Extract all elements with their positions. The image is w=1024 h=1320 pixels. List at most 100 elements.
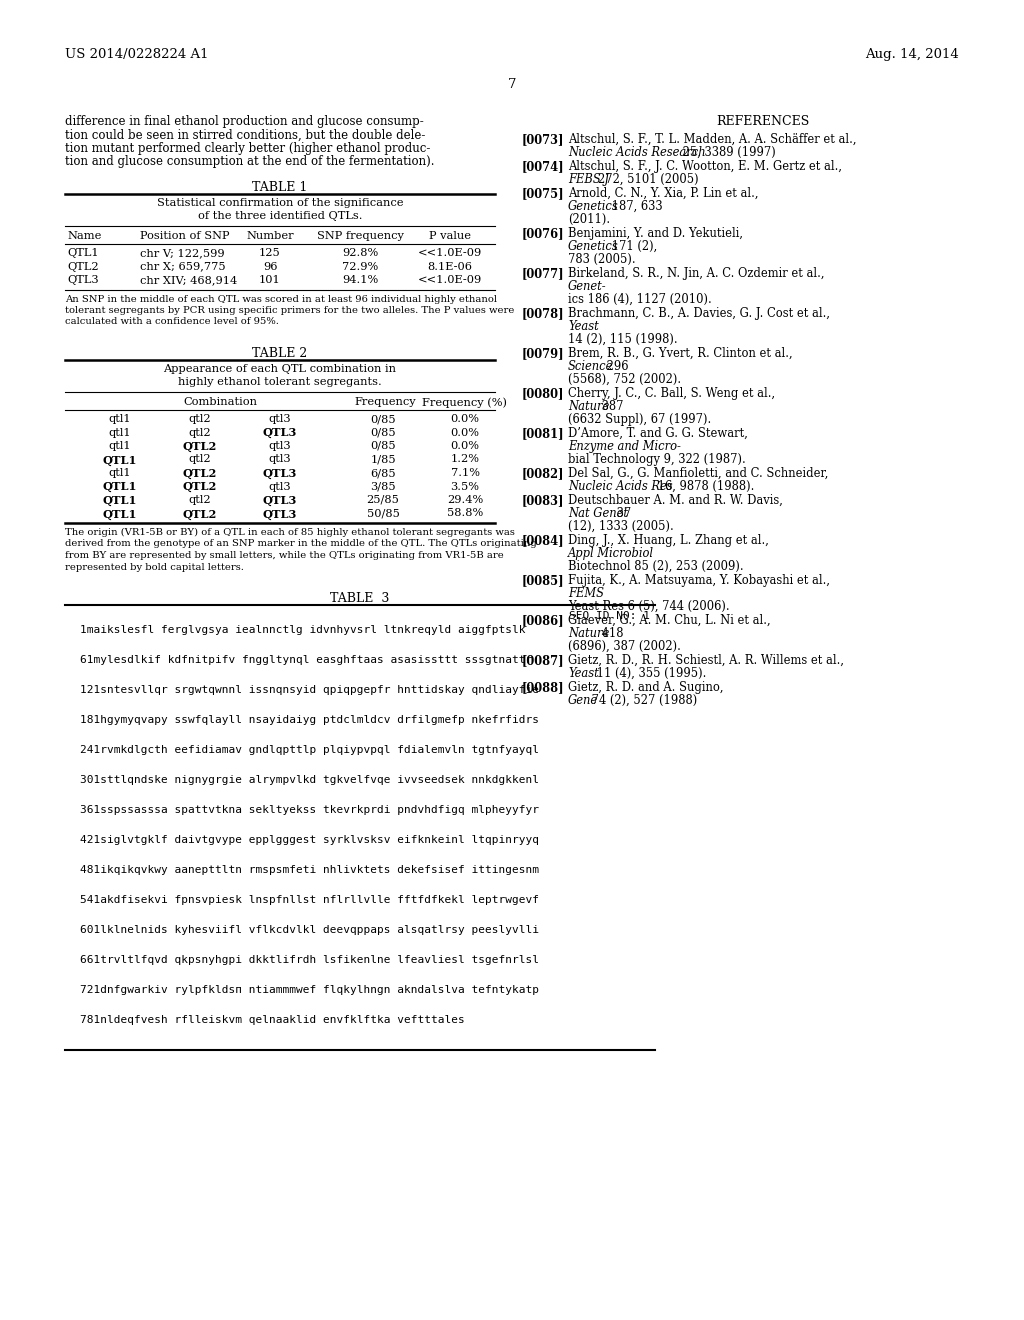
Text: Ding, J., X. Huang, L. Zhang et al.,: Ding, J., X. Huang, L. Zhang et al., — [568, 535, 772, 546]
Text: QTL3: QTL3 — [67, 275, 98, 285]
Text: [0082]: [0082] — [522, 467, 564, 480]
Text: qtl1: qtl1 — [109, 469, 131, 478]
Text: 61mylesdlkif kdfnitpifv fnggltynql easghftaas asasissttt sssgtnattr: 61mylesdlkif kdfnitpifv fnggltynql easgh… — [80, 655, 532, 665]
Text: chr XIV; 468,914: chr XIV; 468,914 — [140, 275, 238, 285]
Text: Gietz, R. D. and A. Sugino,: Gietz, R. D. and A. Sugino, — [568, 681, 727, 694]
Text: 272, 5101 (2005): 272, 5101 (2005) — [598, 173, 699, 186]
Text: Del Sal, G., G. Manfioletti, and C. Schneider,: Del Sal, G., G. Manfioletti, and C. Schn… — [568, 467, 828, 480]
Text: [0085]: [0085] — [522, 574, 564, 587]
Text: QTL1: QTL1 — [102, 482, 137, 492]
Text: 783 (2005).: 783 (2005). — [568, 253, 636, 267]
Text: Birkeland, S. R., N. Jin, A. C. Ozdemir et al.,: Birkeland, S. R., N. Jin, A. C. Ozdemir … — [568, 267, 828, 280]
Text: Benjamini, Y. and D. Yekutieli,: Benjamini, Y. and D. Yekutieli, — [568, 227, 746, 240]
Text: QTL1: QTL1 — [102, 454, 137, 466]
Text: Appearance of each QTL combination in: Appearance of each QTL combination in — [164, 364, 396, 374]
Text: FEMS: FEMS — [568, 587, 604, 601]
Text: 125: 125 — [259, 248, 281, 257]
Text: 25, 3389 (1997): 25, 3389 (1997) — [679, 147, 776, 158]
Text: Nat Genet: Nat Genet — [568, 507, 628, 520]
Text: QTL2: QTL2 — [183, 469, 217, 479]
Text: Combination: Combination — [183, 397, 257, 407]
Text: chr V; 122,599: chr V; 122,599 — [140, 248, 224, 257]
Text: 6/85: 6/85 — [371, 469, 396, 478]
Text: qtl3: qtl3 — [268, 414, 291, 424]
Text: 37: 37 — [613, 507, 632, 520]
Text: Altschul, S. F., T. L. Madden, A. A. Schäffer et al.,: Altschul, S. F., T. L. Madden, A. A. Sch… — [568, 133, 856, 147]
Text: 181hgymyqvapy sswfqlayll nsayidaiyg ptdclmldcv drfilgmefp nkefrfidrs: 181hgymyqvapy sswfqlayll nsayidaiyg ptdc… — [80, 715, 539, 725]
Text: Fujita, K., A. Matsuyama, Y. Kobayashi et al.,: Fujita, K., A. Matsuyama, Y. Kobayashi e… — [568, 574, 834, 587]
Text: QTL2: QTL2 — [183, 482, 217, 492]
Text: qtl3: qtl3 — [268, 454, 291, 465]
Text: tolerant segregants by PCR using specific primers for the two alleles. The P val: tolerant segregants by PCR using specifi… — [65, 306, 514, 315]
Text: QTL3: QTL3 — [263, 469, 297, 479]
Text: Nucleic Acids Res: Nucleic Acids Res — [568, 480, 673, 492]
Text: (6896), 387 (2002).: (6896), 387 (2002). — [568, 640, 681, 653]
Text: TABLE  3: TABLE 3 — [331, 591, 390, 605]
Text: 14 (2), 115 (1998).: 14 (2), 115 (1998). — [568, 333, 678, 346]
Text: QTL1: QTL1 — [102, 495, 137, 506]
Text: 387: 387 — [598, 400, 624, 413]
Text: Gietz, R. D., R. H. Schiestl, A. R. Willems et al.,: Gietz, R. D., R. H. Schiestl, A. R. Will… — [568, 653, 844, 667]
Text: Brem, R. B., G. Yvert, R. Clinton et al.,: Brem, R. B., G. Yvert, R. Clinton et al.… — [568, 347, 797, 360]
Text: Genet-: Genet- — [568, 280, 606, 293]
Text: Giaever, G., A. M. Chu, L. Ni et al.,: Giaever, G., A. M. Chu, L. Ni et al., — [568, 614, 774, 627]
Text: 7: 7 — [508, 78, 516, 91]
Text: [0075]: [0075] — [522, 187, 564, 201]
Text: Yeast: Yeast — [568, 667, 599, 680]
Text: represented by bold capital letters.: represented by bold capital letters. — [65, 562, 244, 572]
Text: Arnold, C. N., Y. Xia, P. Lin et al.,: Arnold, C. N., Y. Xia, P. Lin et al., — [568, 187, 762, 201]
Text: Cherry, J. C., C. Ball, S. Weng et al.,: Cherry, J. C., C. Ball, S. Weng et al., — [568, 387, 778, 400]
Text: 101: 101 — [259, 275, 281, 285]
Text: 121sntesvllqr srgwtqwnnl issnqnsyid qpiqpgepfr hnttidskay qndliayfie: 121sntesvllqr srgwtqwnnl issnqnsyid qpiq… — [80, 685, 539, 696]
Text: 11 (4), 355 (1995).: 11 (4), 355 (1995). — [593, 667, 707, 680]
Text: 0/85: 0/85 — [371, 414, 396, 424]
Text: Yeast: Yeast — [568, 319, 599, 333]
Text: 187, 633: 187, 633 — [608, 201, 663, 213]
Text: [0081]: [0081] — [522, 426, 564, 440]
Text: [0086]: [0086] — [522, 614, 564, 627]
Text: QTL3: QTL3 — [263, 495, 297, 506]
Text: 3.5%: 3.5% — [451, 482, 479, 491]
Text: 58.8%: 58.8% — [446, 508, 483, 519]
Text: Enzyme and Micro-: Enzyme and Micro- — [568, 440, 681, 453]
Text: Frequency: Frequency — [354, 397, 416, 407]
Text: 721dnfgwarkiv rylpfkldsп ntiammmwef flqkylhngn akndalslva tefntykаtp: 721dnfgwarkiv rylpfkldsп ntiammmwef flqk… — [80, 985, 539, 995]
Text: 541akdfisekvi fpnsvpiesk lnspfnllst nflrllvlle fftfdfkekl leptrwgevf: 541akdfisekvi fpnsvpiesk lnspfnllst nflr… — [80, 895, 539, 906]
Text: [0078]: [0078] — [522, 308, 564, 319]
Text: from BY are represented by small letters, while the QTLs originating from VR1-5B: from BY are represented by small letters… — [65, 550, 504, 560]
Text: 72.9%: 72.9% — [342, 261, 378, 272]
Text: derived from the genotype of an SNP marker in the middle of the QTL. The QTLs or: derived from the genotype of an SNP mark… — [65, 540, 537, 549]
Text: [0077]: [0077] — [522, 267, 564, 280]
Text: Nature: Nature — [568, 400, 609, 413]
Text: QTL2: QTL2 — [183, 508, 217, 520]
Text: Gene: Gene — [568, 694, 598, 708]
Text: Brachmann, C. B., A. Davies, G. J. Cost et al.,: Brachmann, C. B., A. Davies, G. J. Cost … — [568, 308, 834, 319]
Text: 74 (2), 527 (1988): 74 (2), 527 (1988) — [588, 694, 697, 708]
Text: Genetics: Genetics — [568, 240, 618, 253]
Text: 16, 9878 (1988).: 16, 9878 (1988). — [654, 480, 755, 492]
Text: 296: 296 — [603, 360, 629, 374]
Text: TABLE 1: TABLE 1 — [252, 181, 307, 194]
Text: [0073]: [0073] — [522, 133, 564, 147]
Text: SNP frequency: SNP frequency — [316, 231, 403, 242]
Text: [0083]: [0083] — [522, 494, 564, 507]
Text: 1/85: 1/85 — [371, 454, 396, 465]
Text: tion could be seen in stirred conditions, but the double dele-: tion could be seen in stirred conditions… — [65, 128, 425, 141]
Text: 0/85: 0/85 — [371, 441, 396, 451]
Text: QTL2: QTL2 — [183, 441, 217, 451]
Text: [0087]: [0087] — [522, 653, 564, 667]
Text: Appl Microbiol: Appl Microbiol — [568, 546, 654, 560]
Text: 481ikqikqvkwy aanepttltn rmspsmfeti nhlivktets dekefsisef ittingesnm: 481ikqikqvkwy aanepttltn rmspsmfeti nhli… — [80, 865, 539, 875]
Text: QTL1: QTL1 — [102, 508, 137, 520]
Text: 0.0%: 0.0% — [451, 428, 479, 437]
Text: [0088]: [0088] — [522, 681, 564, 694]
Text: 601lklnelnids kyhesviifl vflkcdvlkl deevqppaps alsqatlrsy peeslyvlli: 601lklnelnids kyhesviifl vflkcdvlkl deev… — [80, 925, 539, 935]
Text: qtl2: qtl2 — [188, 428, 211, 437]
Text: qtl3: qtl3 — [268, 482, 291, 491]
Text: Deutschbauer A. M. and R. W. Davis,: Deutschbauer A. M. and R. W. Davis, — [568, 494, 786, 507]
Text: QTL3: QTL3 — [263, 508, 297, 520]
Text: qtl1: qtl1 — [109, 414, 131, 424]
Text: tion and glucose consumption at the end of the fermentation).: tion and glucose consumption at the end … — [65, 156, 434, 169]
Text: Aug. 14, 2014: Aug. 14, 2014 — [865, 48, 959, 61]
Text: Science: Science — [568, 360, 613, 374]
